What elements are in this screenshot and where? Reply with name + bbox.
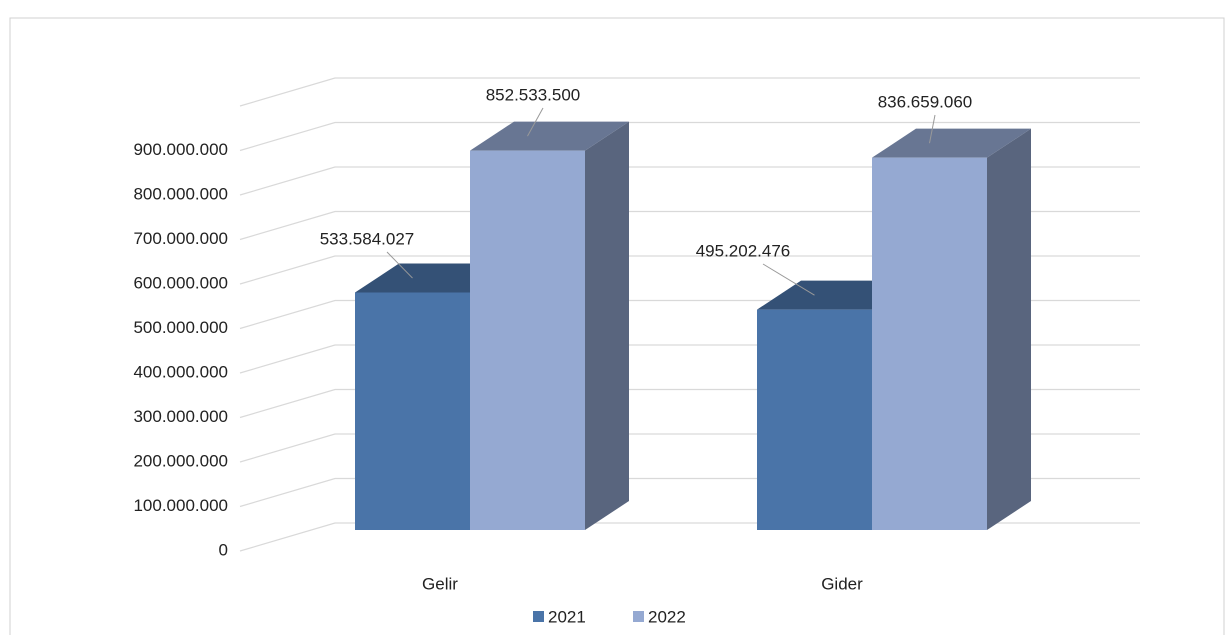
data-label: 852.533.500 bbox=[486, 85, 581, 104]
leader-line bbox=[386, 251, 413, 279]
legend-label: 2022 bbox=[648, 607, 686, 626]
bar-front bbox=[470, 150, 585, 530]
x-tick-label: Gelir bbox=[422, 574, 458, 593]
bar-front bbox=[355, 292, 470, 530]
grid-line bbox=[239, 210, 1140, 241]
y-tick-label: 0 bbox=[219, 540, 228, 559]
leader-line bbox=[527, 107, 544, 137]
leader-line bbox=[762, 263, 815, 296]
bar bbox=[872, 128, 1031, 531]
y-tick-label: 400.000.000 bbox=[133, 362, 228, 381]
y-tick-label: 200.000.000 bbox=[133, 451, 228, 470]
bar-front bbox=[757, 309, 872, 530]
grid-line bbox=[239, 121, 1140, 152]
y-tick-label: 500.000.000 bbox=[133, 318, 228, 337]
legend-label: 2021 bbox=[548, 607, 586, 626]
bar-front bbox=[872, 157, 987, 531]
bar-top bbox=[470, 121, 629, 151]
data-label: 495.202.476 bbox=[696, 241, 791, 260]
legend-swatch bbox=[633, 611, 644, 622]
y-tick-label: 300.000.000 bbox=[133, 407, 228, 426]
legend-swatch bbox=[533, 611, 544, 622]
y-tick-label: 100.000.000 bbox=[133, 496, 228, 515]
data-label: 836.659.060 bbox=[878, 92, 973, 111]
grid-line bbox=[239, 77, 1140, 107]
bar-side bbox=[585, 121, 629, 530]
bar-side bbox=[987, 128, 1031, 531]
bar-top bbox=[872, 128, 1031, 158]
leader-line bbox=[929, 114, 936, 144]
y-tick-label: 900.000.000 bbox=[133, 140, 228, 159]
grid-line bbox=[239, 255, 1140, 285]
y-tick-label: 600.000.000 bbox=[133, 273, 228, 292]
data-label: 533.584.027 bbox=[320, 229, 415, 248]
y-tick-label: 700.000.000 bbox=[133, 229, 228, 248]
grid-line bbox=[239, 166, 1140, 196]
x-tick-label: Gider bbox=[821, 574, 863, 593]
y-tick-label: 800.000.000 bbox=[133, 184, 228, 203]
bar bbox=[470, 121, 629, 530]
